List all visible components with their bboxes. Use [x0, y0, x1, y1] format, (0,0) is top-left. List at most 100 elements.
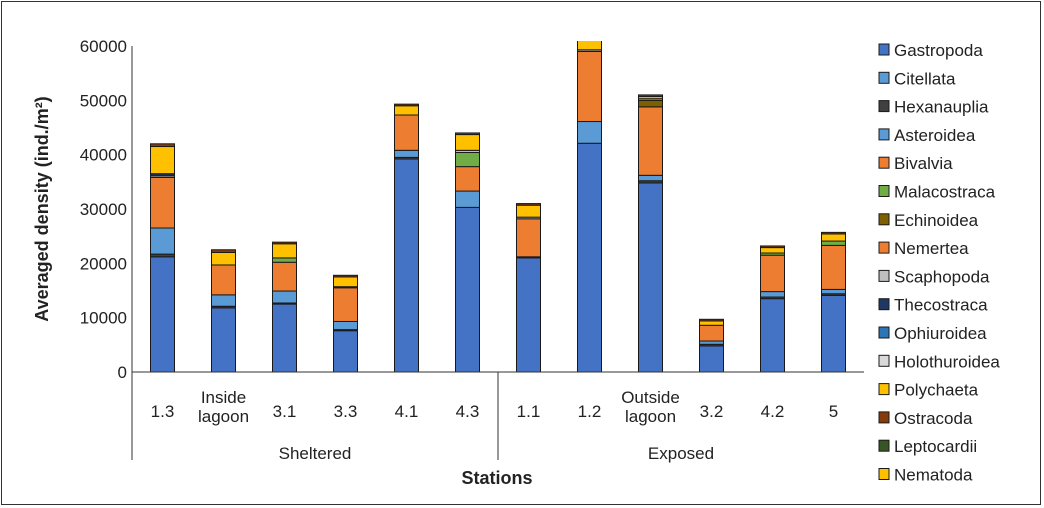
- bar-segment: [150, 227, 175, 255]
- bar-segment: [516, 257, 541, 372]
- bar-segment: [699, 318, 724, 322]
- x-tick-label-line: Outside: [621, 388, 680, 407]
- bar-segment: [272, 241, 297, 245]
- y-tick-label: 60000: [80, 37, 127, 56]
- bar-segment: [333, 287, 358, 322]
- bar-segment: [272, 243, 297, 259]
- legend-swatch: [878, 71, 890, 84]
- bar-segment: [821, 244, 846, 290]
- bar-segment: [638, 174, 663, 182]
- legend-swatch: [878, 43, 890, 56]
- group-label: Exposed: [648, 444, 714, 463]
- y-tick-label: 50000: [80, 91, 127, 110]
- y-axis-title: Averaged density (ind./m²): [32, 96, 52, 321]
- y-tick-label: 0: [118, 363, 127, 382]
- x-tick-label-line: lagoon: [198, 407, 249, 426]
- x-tick-label: 4.3: [456, 402, 480, 421]
- bar-segment: [333, 330, 358, 372]
- y-tick-label: 40000: [80, 146, 127, 165]
- bar-segment: [455, 206, 480, 372]
- bar-segment: [394, 103, 419, 107]
- x-axis-title: Stations: [461, 468, 532, 488]
- bar-segment: [516, 204, 541, 218]
- legend-swatch: [878, 100, 890, 113]
- bar-segment: [577, 41, 602, 51]
- x-tick-label: 5: [829, 402, 838, 421]
- legend-swatch: [878, 185, 890, 197]
- bar-segment: [699, 324, 724, 342]
- y-tick-label: 10000: [80, 309, 127, 328]
- bar-segment: [638, 99, 663, 108]
- x-tick-label: 4.1: [395, 402, 419, 421]
- bar-segment: [821, 231, 846, 235]
- x-tick-label: 3.1: [273, 402, 297, 421]
- legend-label: Ophiuroidea: [894, 324, 987, 343]
- bar-segment: [638, 182, 663, 372]
- legend-swatch: [878, 411, 890, 424]
- legend-swatch: [878, 241, 890, 254]
- legend-label: Citellata: [894, 69, 956, 88]
- bar-segment: [272, 303, 297, 372]
- legend-label: Polychaeta: [894, 381, 979, 400]
- bar-segment: [760, 291, 785, 298]
- x-tick-label: 3.2: [700, 402, 724, 421]
- legend-swatch: [878, 468, 890, 480]
- bar-segment: [699, 320, 724, 326]
- bar-segment: [272, 257, 297, 263]
- bar-segment: [333, 320, 358, 331]
- y-tick-label: 20000: [80, 254, 127, 273]
- bar-segment: [333, 276, 358, 288]
- bar-segment: [577, 142, 602, 372]
- bar-segment: [516, 203, 541, 206]
- x-tick-label: Outside lagoon: [621, 388, 680, 426]
- group-labels: Sheltered Exposed: [279, 444, 714, 463]
- legend-label: Holothuroidea: [894, 352, 1000, 371]
- x-tick-label: 1.3: [151, 402, 175, 421]
- x-tick-label: 1.1: [517, 402, 541, 421]
- bar-segment: [760, 254, 785, 293]
- bar-segment: [150, 176, 175, 229]
- legend-label: Nematoda: [894, 466, 973, 485]
- x-tick-label-line: lagoon: [625, 407, 676, 426]
- legend-label: Malacostraca: [894, 183, 996, 202]
- x-tick-label: Inside lagoon: [198, 388, 249, 426]
- x-axis: [131, 371, 864, 460]
- bar-segment: [211, 251, 236, 266]
- legend-swatch: [878, 269, 890, 282]
- bar-segment: [211, 307, 236, 372]
- bar-segment: [577, 50, 602, 123]
- bar-segment: [150, 146, 175, 175]
- legend-swatch: [878, 326, 890, 339]
- y-tick-label: 30000: [80, 200, 127, 219]
- bar-segment: [455, 132, 480, 136]
- bar-segment: [821, 288, 846, 295]
- legend-label: Bivalvia: [894, 154, 953, 173]
- bar-segment: [394, 158, 419, 372]
- bar-segment: [211, 249, 236, 253]
- bar-segment: [272, 290, 297, 304]
- bar-segment: [578, 34, 602, 36]
- legend-label: Scaphopoda: [894, 267, 990, 286]
- bar-segment: [638, 94, 663, 98]
- bar-segment: [821, 240, 846, 246]
- bar-segment: [455, 166, 480, 192]
- bar-segment: [150, 256, 175, 372]
- legend-swatch: [878, 213, 890, 226]
- legend-swatch: [878, 298, 890, 311]
- legend-label: Gastropoda: [894, 41, 983, 60]
- bar-segment: [638, 106, 663, 176]
- bar-segment: [516, 218, 541, 258]
- bar-segment: [577, 121, 602, 144]
- legend-label: Asteroidea: [894, 126, 976, 145]
- bars: [150, 34, 846, 372]
- x-tick-label: 1.2: [578, 402, 602, 421]
- bar-segment: [760, 247, 785, 254]
- x-tick-label: 4.2: [761, 402, 785, 421]
- bar-segment: [333, 274, 358, 278]
- legend-label: Hexanauplia: [894, 98, 989, 117]
- legend-swatch: [878, 383, 890, 396]
- bar-segment: [760, 298, 785, 372]
- bar-segment: [455, 134, 480, 151]
- bar-segment: [455, 151, 480, 168]
